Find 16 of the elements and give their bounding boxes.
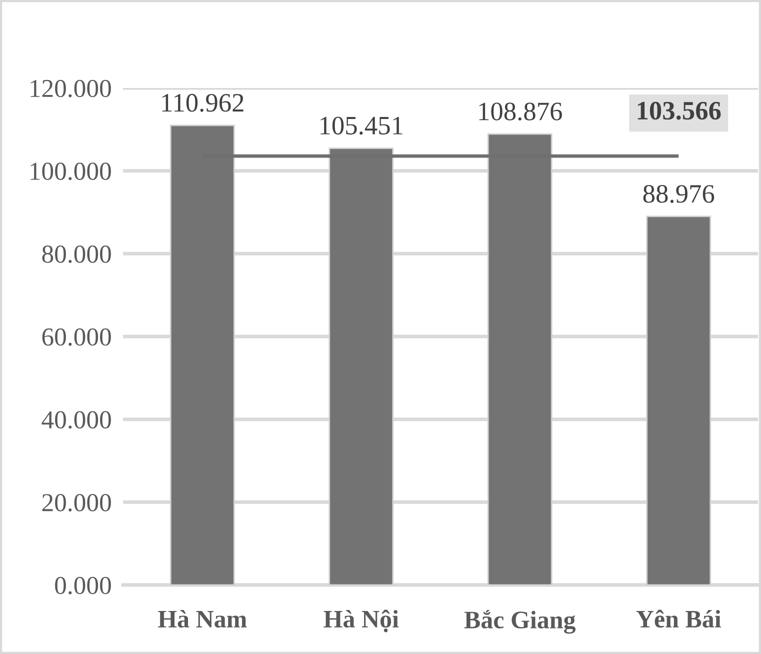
y-tick-label: 120.000 (30, 80, 111, 98)
ref-line-label: 103.566 (638, 102, 721, 120)
data-label: 88.976 (643, 184, 714, 203)
y-tick-label: 80.000 (42, 245, 111, 263)
y-tick-label: 60.000 (42, 328, 111, 346)
x-tick-label: Bắc Giang (464, 610, 576, 634)
data-label: 110.962 (162, 94, 244, 112)
data-label: 108.876 (479, 102, 562, 120)
y-tick-label: 20.000 (42, 494, 111, 512)
y-tick-label: 40.000 (42, 411, 111, 429)
x-tick-label: Yên Bái (636, 610, 721, 628)
data-label: 105.451 (320, 116, 402, 135)
y-tick-label: 100.000 (30, 162, 111, 180)
x-tick-label: Hà Nam (158, 610, 247, 628)
x-tick-label: Hà Nội (324, 610, 399, 632)
y-tick-label: 0.000 (55, 576, 111, 594)
